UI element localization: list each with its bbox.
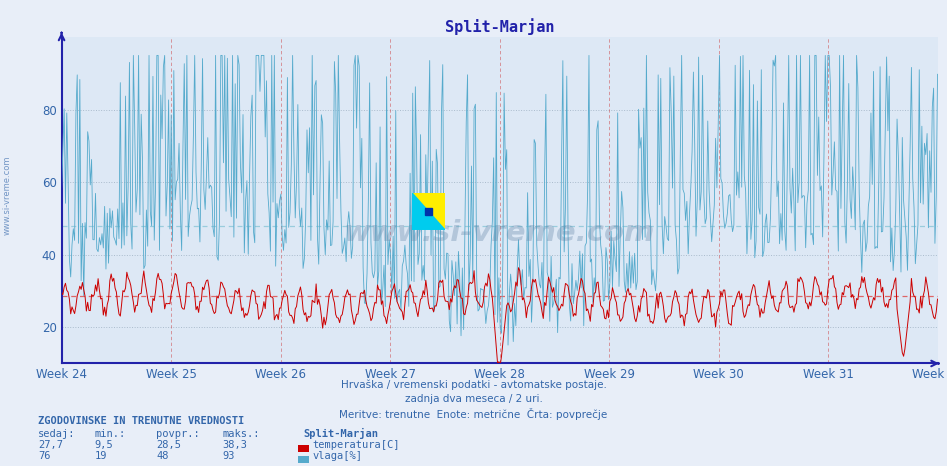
Text: www.si-vreme.com: www.si-vreme.com bbox=[3, 156, 12, 235]
Text: 9,5: 9,5 bbox=[95, 440, 114, 450]
Text: 19: 19 bbox=[95, 452, 107, 461]
Text: www.si-vreme.com: www.si-vreme.com bbox=[344, 219, 655, 247]
Text: sedaj:: sedaj: bbox=[38, 429, 76, 439]
Text: maks.:: maks.: bbox=[223, 429, 260, 439]
Title: Split-Marjan: Split-Marjan bbox=[445, 18, 554, 35]
Text: vlaga[%]: vlaga[%] bbox=[313, 452, 363, 461]
Text: min.:: min.: bbox=[95, 429, 126, 439]
Text: Meritve: trenutne  Enote: metrične  Črta: povprečje: Meritve: trenutne Enote: metrične Črta: … bbox=[339, 408, 608, 420]
Polygon shape bbox=[412, 192, 445, 230]
Polygon shape bbox=[425, 207, 432, 215]
Text: 38,3: 38,3 bbox=[223, 440, 247, 450]
Text: 27,7: 27,7 bbox=[38, 440, 63, 450]
Text: 28,5: 28,5 bbox=[156, 440, 181, 450]
Text: 93: 93 bbox=[223, 452, 235, 461]
Text: ZGODOVINSKE IN TRENUTNE VREDNOSTI: ZGODOVINSKE IN TRENUTNE VREDNOSTI bbox=[38, 416, 244, 426]
Text: zadnja dva meseca / 2 uri.: zadnja dva meseca / 2 uri. bbox=[404, 394, 543, 404]
Text: 76: 76 bbox=[38, 452, 50, 461]
Text: povpr.:: povpr.: bbox=[156, 429, 200, 439]
Text: temperatura[C]: temperatura[C] bbox=[313, 440, 400, 450]
Text: Split-Marjan: Split-Marjan bbox=[303, 428, 378, 439]
Text: 48: 48 bbox=[156, 452, 169, 461]
Polygon shape bbox=[412, 192, 445, 230]
Text: Hrvaška / vremenski podatki - avtomatske postaje.: Hrvaška / vremenski podatki - avtomatske… bbox=[341, 380, 606, 391]
